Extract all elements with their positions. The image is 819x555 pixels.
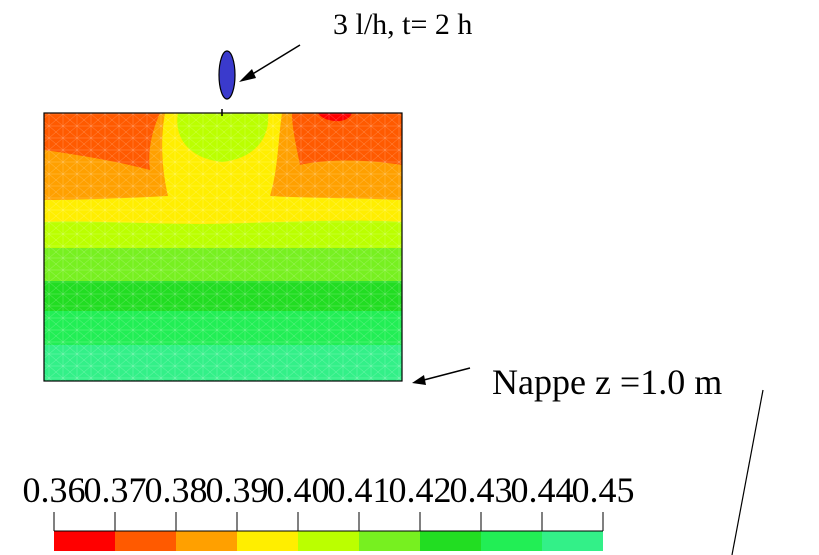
color-scale-tick-label: 0.41 — [327, 470, 391, 510]
color-scale — [53, 512, 604, 551]
dripper-arrow-head — [239, 69, 256, 82]
color-scale-tick-label: 0.45 — [571, 470, 635, 510]
color-scale-bin — [298, 531, 359, 551]
dripper-emitter — [218, 50, 236, 100]
color-scale-bin — [542, 531, 603, 551]
moisture-contour-field — [44, 113, 402, 381]
color-scale-bin — [176, 531, 237, 551]
domain-border — [43, 112, 403, 382]
color-scale-bin — [359, 531, 420, 551]
dripper-arrow-shaft — [245, 44, 301, 79]
color-scale-bin — [54, 531, 115, 551]
color-scale-tick-label: 0.36 — [22, 470, 86, 510]
water-table-label: Nappe z =1.0 m — [492, 362, 723, 402]
color-scale-tick-label: 0.42 — [388, 470, 452, 510]
water-table-arrow-shaft — [419, 367, 471, 382]
dripper-label: 3 l/h, t= 2 h — [333, 8, 473, 41]
color-scale-bin — [481, 531, 542, 551]
color-scale-bin — [115, 531, 176, 551]
color-scale-tick-label: 0.39 — [205, 470, 269, 510]
water-table-arrow-head — [412, 375, 426, 385]
color-scale-tick-label: 0.43 — [449, 470, 513, 510]
color-scale-tick-labels: 0.36 0.37 0.38 0.39 0.40 0.41 0.42 0.43 0.44 0.45 — [0, 472, 819, 512]
diagonal-reference-line — [731, 389, 764, 555]
color-scale-bin — [420, 531, 481, 551]
color-scale-tick-label: 0.44 — [510, 470, 574, 510]
color-scale-tick-label: 0.37 — [83, 470, 147, 510]
color-scale-bin — [237, 531, 298, 551]
finite-element-mesh — [44, 113, 402, 381]
color-scale-tick-label: 0.40 — [266, 470, 330, 510]
color-scale-tick-label: 0.38 — [144, 470, 208, 510]
